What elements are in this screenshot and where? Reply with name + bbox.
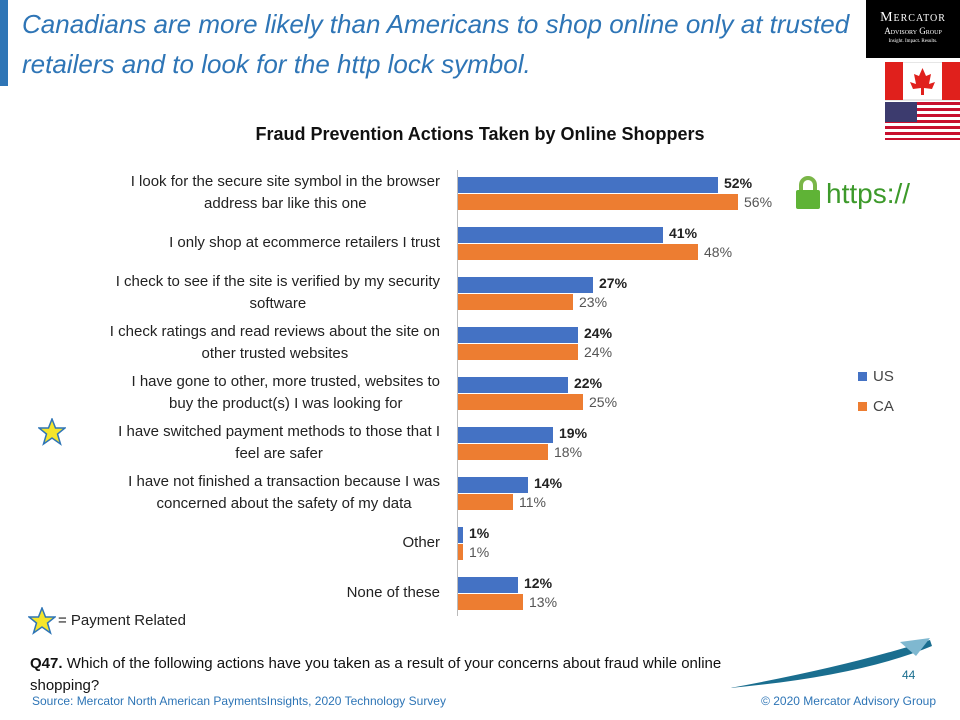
legend-label: US [873, 368, 894, 385]
value-label: 1% [469, 525, 490, 541]
logo-name: Mercator [880, 10, 946, 25]
question-text: Which of the following actions have you … [30, 655, 722, 694]
swoosh [730, 638, 932, 688]
lock-icon [796, 176, 820, 209]
bar [458, 577, 518, 593]
logo: Mercator Advisory Group Insight. Impact.… [866, 0, 960, 58]
category-label: I check to see if the site is verified b… [115, 273, 440, 312]
category-label: I look for the secure site symbol in the… [130, 173, 440, 212]
value-label: 24% [584, 344, 613, 360]
logo-tagline: Insight. Impact. Results. [888, 39, 938, 44]
bar [458, 544, 463, 560]
legend-swatch [858, 372, 867, 381]
value-label: 1% [469, 544, 490, 560]
bar [458, 327, 578, 343]
bar [458, 494, 513, 510]
star-icon [38, 418, 66, 446]
source: Source: Mercator North American Payments… [32, 694, 446, 708]
bar [458, 477, 528, 493]
https-label: https:// [826, 178, 911, 209]
bar [458, 244, 698, 260]
star-icon [28, 607, 56, 635]
bar [458, 594, 523, 610]
category-label: None of these [346, 584, 440, 601]
value-label: 27% [599, 275, 628, 291]
category-label: Other [402, 534, 440, 551]
value-label: 18% [554, 444, 583, 460]
accent-bar [0, 0, 8, 86]
value-label: 23% [579, 294, 608, 310]
category-label: I have switched payment methods to those… [118, 423, 440, 462]
legend-swatch [858, 402, 867, 411]
bar [458, 394, 583, 410]
axis-line [457, 170, 458, 616]
bar [458, 427, 553, 443]
bar [458, 377, 568, 393]
bar [458, 277, 593, 293]
chart-title: Fraud Prevention Actions Taken by Online… [255, 124, 705, 144]
question-number: Q47. [30, 655, 63, 672]
value-label: 14% [534, 475, 563, 491]
legend-label: CA [873, 398, 894, 415]
value-label: 22% [574, 375, 603, 391]
value-label: 13% [529, 594, 558, 610]
category-label: I have gone to other, more trusted, webs… [131, 373, 440, 412]
value-label: 48% [704, 244, 733, 260]
bar [458, 227, 663, 243]
page-number: 44 [902, 668, 916, 682]
value-label: 24% [584, 325, 613, 341]
star-note: = Payment Related [58, 612, 186, 629]
value-label: 52% [724, 175, 753, 191]
flags [885, 62, 960, 140]
slide-title: Canadians are more likely than Americans… [22, 9, 850, 79]
value-label: 19% [559, 425, 588, 441]
value-label: 41% [669, 225, 698, 241]
bar [458, 527, 463, 543]
bar [458, 177, 718, 193]
value-label: 56% [744, 194, 773, 210]
bar [458, 444, 548, 460]
logo-sub: Advisory Group [884, 26, 942, 36]
bar [458, 294, 573, 310]
category-label: I have not finished a transaction becaus… [128, 473, 440, 512]
value-label: 25% [589, 394, 618, 410]
copyright: © 2020 Mercator Advisory Group [761, 694, 936, 708]
category-label: I check ratings and read reviews about t… [109, 323, 440, 362]
value-label: 12% [524, 575, 553, 591]
value-label: 11% [519, 494, 546, 510]
question: Q47. Which of the following actions have… [30, 653, 750, 697]
bar [458, 344, 578, 360]
category-label: I only shop at ecommerce retailers I tru… [169, 234, 440, 251]
bar [458, 194, 738, 210]
